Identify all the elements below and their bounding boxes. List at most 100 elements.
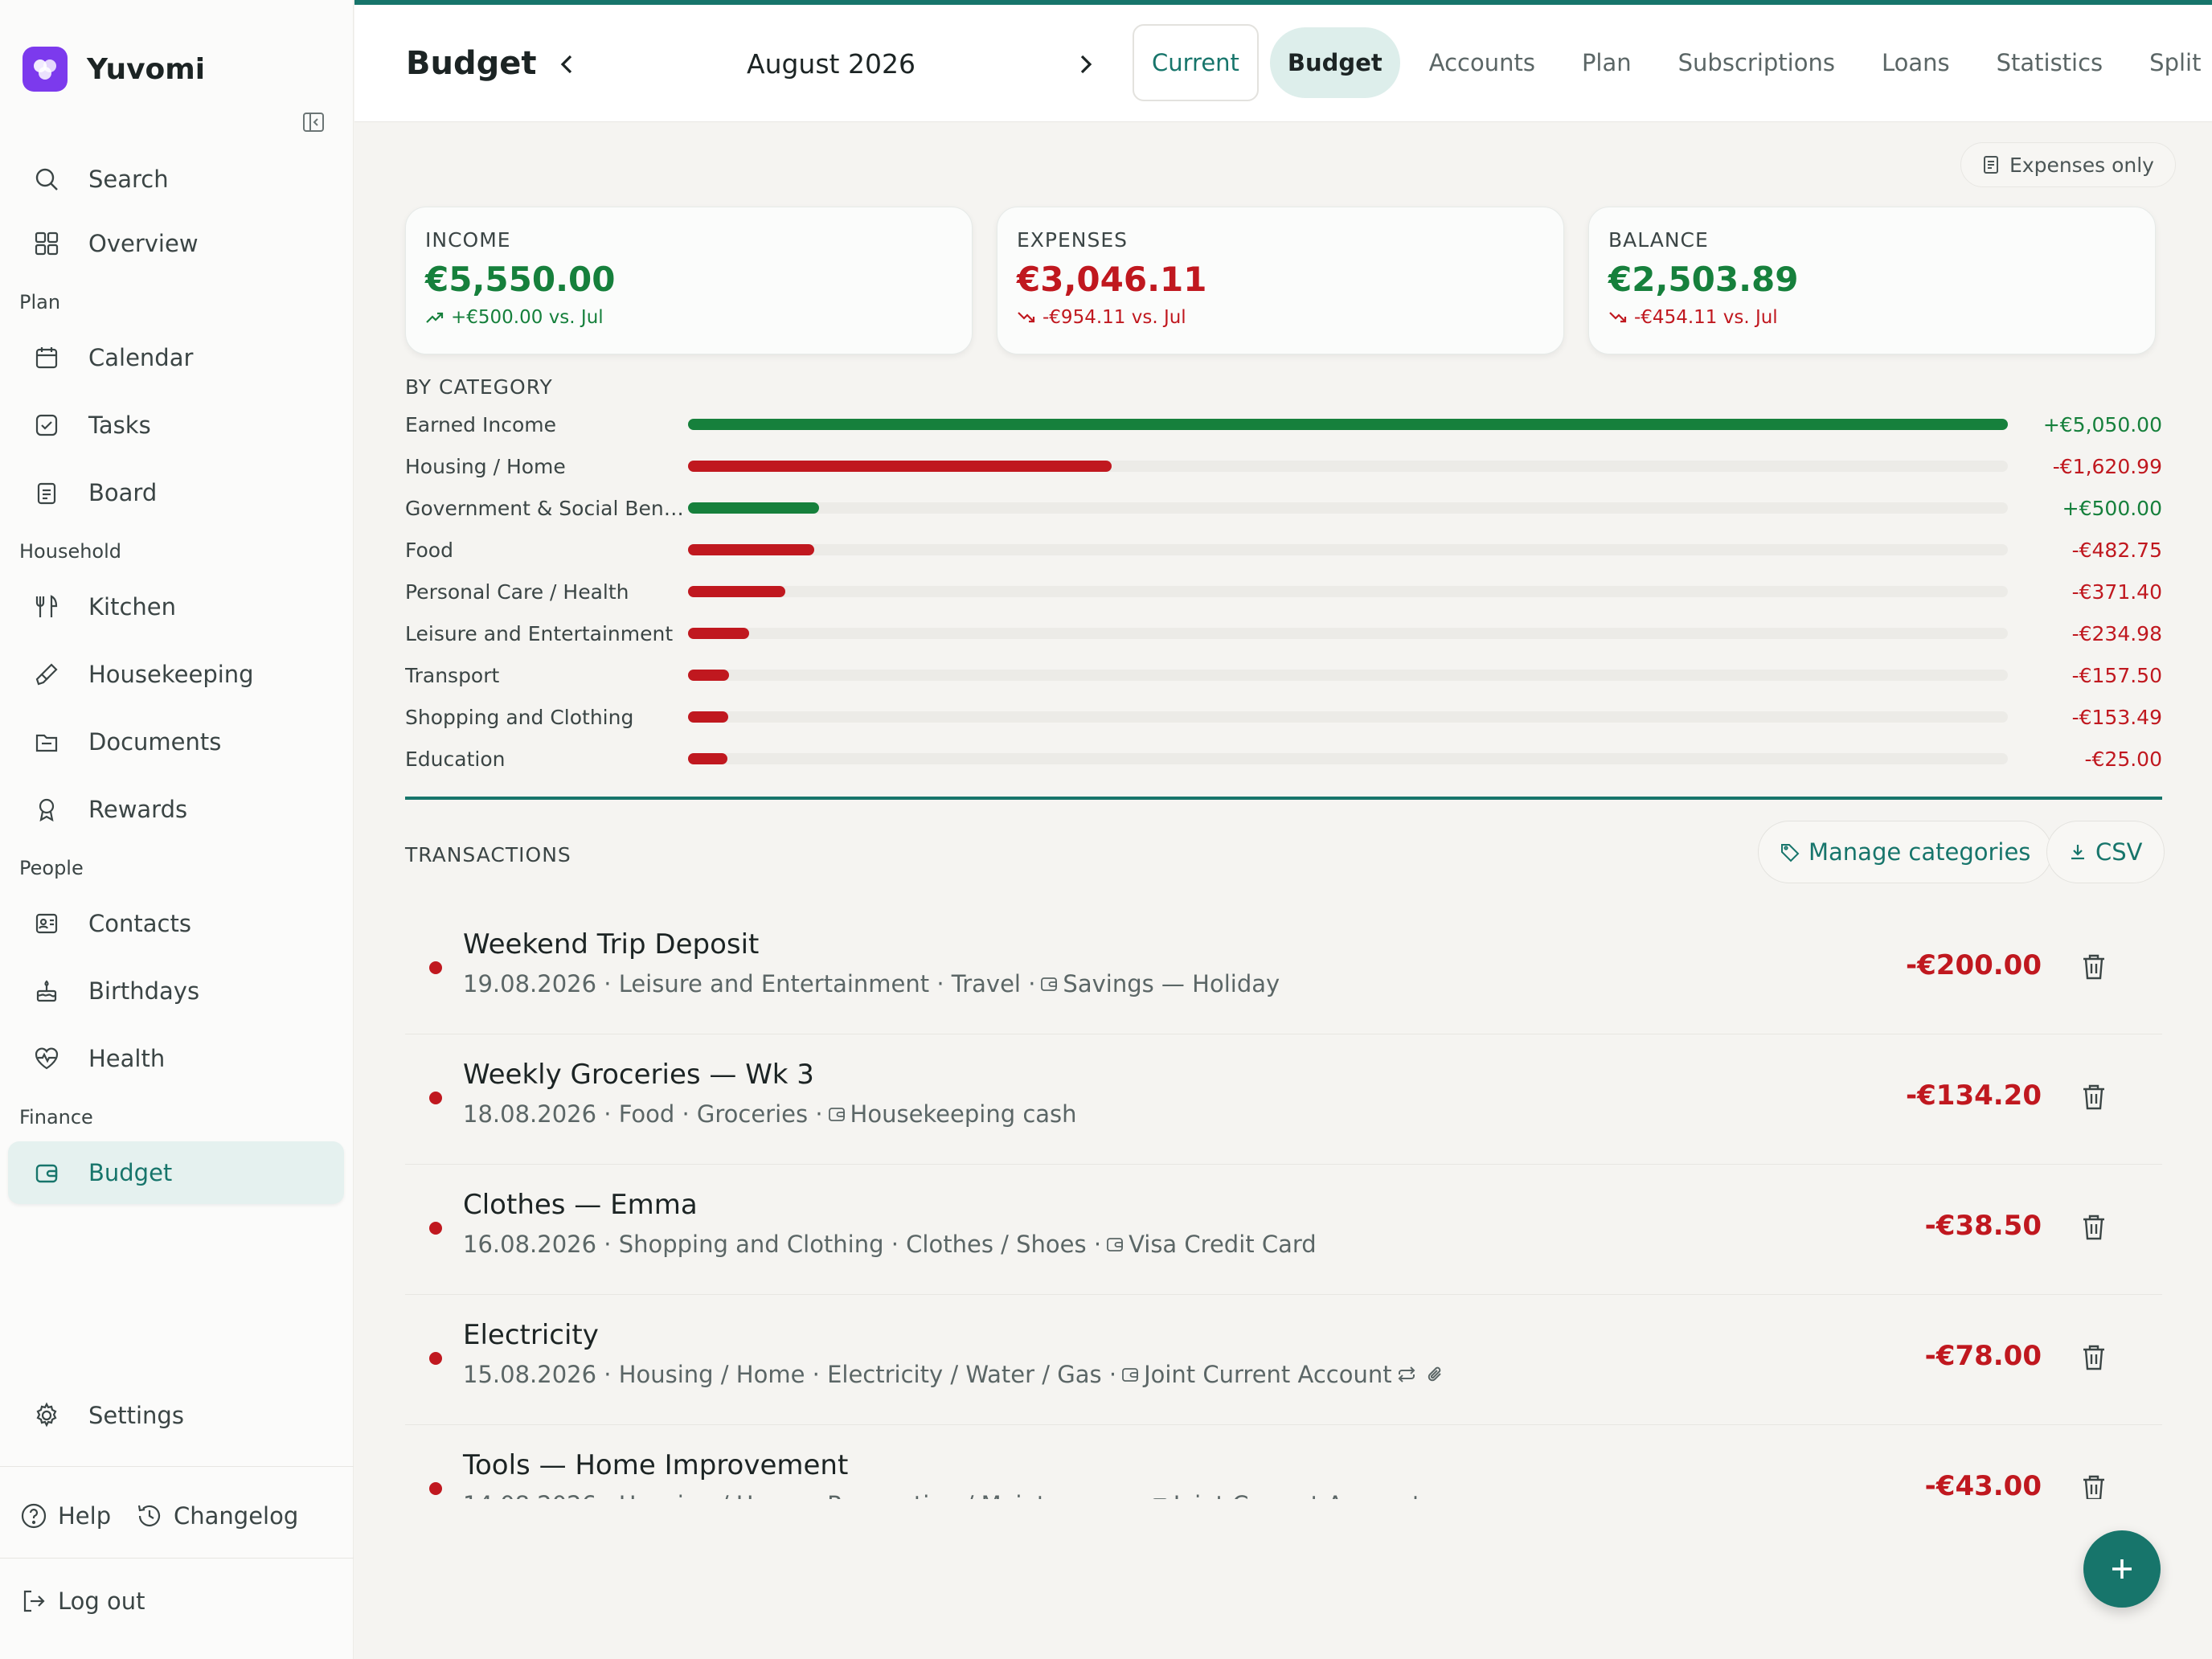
transaction-row[interactable]: Tools — Home Improvement 14.08.2026 · Hou… <box>405 1425 2162 1499</box>
transaction-details: 18.08.2026 · Food · Groceries · <box>463 1100 823 1128</box>
page-title: Budget <box>406 45 537 82</box>
transaction-account: Visa Credit Card <box>1129 1231 1317 1258</box>
csv-label: CSV <box>2095 838 2143 866</box>
balance-value: €2,503.89 <box>1608 260 1799 299</box>
category-bar <box>688 544 814 555</box>
delete-transaction-button[interactable] <box>2080 1473 2112 1499</box>
sidebar-item-board[interactable]: Board <box>8 461 344 524</box>
sidebar-item-kitchen[interactable]: Kitchen <box>8 576 344 638</box>
category-name: Education <box>405 747 506 771</box>
transaction-row[interactable]: Weekend Trip Deposit 19.08.2026 · Leisure… <box>405 904 2162 1034</box>
sidebar-item-contacts[interactable]: Contacts <box>8 892 344 955</box>
category-row: Education -€25.00 <box>405 738 2162 780</box>
sidebar-item-housekeeping[interactable]: Housekeeping <box>8 643 344 706</box>
brand[interactable]: Yuvomi <box>23 47 205 92</box>
sidebar-item-label: Kitchen <box>88 593 176 621</box>
tab-plan[interactable]: Plan <box>1581 49 1632 76</box>
calendar-icon <box>31 342 63 374</box>
sidebar-item-label: Birthdays <box>88 977 200 1005</box>
heart-pulse-icon <box>31 1043 63 1075</box>
prev-month-button[interactable] <box>551 48 583 80</box>
tab-current[interactable]: Current <box>1133 24 1259 101</box>
transaction-title: Clothes — Emma <box>463 1189 698 1221</box>
sidebar-item-budget[interactable]: Budget <box>8 1141 344 1204</box>
sidebar-item-rewards[interactable]: Rewards <box>8 778 344 841</box>
tab-subscriptions[interactable]: Subscriptions <box>1677 49 1835 76</box>
tab-loans[interactable]: Loans <box>1881 49 1950 76</box>
transaction-details: 14.08.2026 · Housing / Home · Renovation… <box>463 1491 1146 1499</box>
sidebar-section-plan: Plan <box>19 291 61 313</box>
trash-icon <box>2080 1475 2108 1499</box>
next-month-button[interactable] <box>1070 48 1102 80</box>
sidebar-divider <box>0 1466 354 1467</box>
category-bar <box>688 628 750 639</box>
sidebar-item-label: Board <box>88 479 158 506</box>
search-icon <box>31 163 63 195</box>
tab-statistics[interactable]: Statistics <box>1996 49 2103 76</box>
category-amount: -€1,620.99 <box>2052 454 2162 478</box>
transaction-title: Weekly Groceries — Wk 3 <box>463 1059 814 1091</box>
app-name: Yuvomi <box>87 52 206 86</box>
utensils-icon <box>31 591 63 623</box>
transaction-meta: 19.08.2026 · Leisure and Entertainment ·… <box>463 970 1280 997</box>
sidebar-item-birthdays[interactable]: Birthdays <box>8 960 344 1022</box>
transaction-details: 16.08.2026 · Shopping and Clothing · Clo… <box>463 1231 1102 1258</box>
expenses-only-toggle[interactable]: Expenses only <box>1960 142 2176 187</box>
transaction-row[interactable]: Clothes — Emma 16.08.2026 · Shopping and … <box>405 1165 2162 1295</box>
sidebar-item-overview[interactable]: Overview <box>8 212 344 275</box>
category-amount: -€234.98 <box>2071 621 2162 645</box>
category-bar-track <box>688 753 2008 764</box>
collapse-sidebar-icon[interactable] <box>301 109 326 135</box>
category-bar-track <box>688 586 2008 597</box>
sidebar-item-calendar[interactable]: Calendar <box>8 326 344 389</box>
transaction-row[interactable]: Weekly Groceries — Wk 3 18.08.2026 · Food… <box>405 1034 2162 1165</box>
sidebar-item-health[interactable]: Health <box>8 1027 344 1090</box>
transaction-title: Tools — Home Improvement <box>463 1449 849 1481</box>
sidebar-item-label: Housekeeping <box>88 661 254 688</box>
expenses-only-label: Expenses only <box>2009 153 2154 177</box>
category-bar <box>688 502 819 514</box>
logout-link[interactable]: Log out <box>18 1585 145 1617</box>
history-icon <box>133 1500 166 1532</box>
category-bar-track <box>688 670 2008 681</box>
category-name: Leisure and Entertainment <box>405 621 674 645</box>
category-bar <box>688 670 730 681</box>
sidebar-item-tasks[interactable]: Tasks <box>8 394 344 457</box>
csv-export-button[interactable]: CSV <box>2046 821 2165 883</box>
manage-categories-button[interactable]: Manage categories <box>1758 821 2053 883</box>
sidebar-item-label: Health <box>88 1045 166 1072</box>
delete-transaction-button[interactable] <box>2080 1343 2112 1375</box>
sidebar-item-settings[interactable]: Settings <box>8 1384 344 1447</box>
transaction-row[interactable]: Electricity 15.08.2026 · Housing / Home ·… <box>405 1295 2162 1425</box>
transaction-meta: 15.08.2026 · Housing / Home · Electricit… <box>463 1361 1448 1388</box>
changelog-link[interactable]: Changelog <box>133 1500 298 1532</box>
sidebar-item-documents[interactable]: Documents <box>8 711 344 773</box>
income-value: €5,550.00 <box>425 260 616 299</box>
sidebar-section-finance: Finance <box>19 1106 93 1129</box>
transaction-details: 15.08.2026 · Housing / Home · Electricit… <box>463 1361 1117 1388</box>
delete-transaction-button[interactable] <box>2080 1213 2112 1245</box>
delete-transaction-button[interactable] <box>2080 952 2112 985</box>
add-transaction-button[interactable] <box>2083 1530 2161 1608</box>
category-amount: -€157.50 <box>2071 663 2162 687</box>
tab-accounts[interactable]: Accounts <box>1428 49 1535 76</box>
category-name: Personal Care / Health <box>405 580 629 604</box>
sidebar-item-search[interactable]: Search <box>8 148 344 211</box>
help-link[interactable]: Help <box>18 1500 111 1532</box>
category-name: Government & Social Benefi... <box>405 496 688 520</box>
sidebar-item-label: Rewards <box>88 796 188 823</box>
tab-split[interactable]: Split <box>2149 49 2202 76</box>
transaction-account: Housekeeping cash <box>850 1100 1077 1128</box>
category-bar <box>688 711 728 723</box>
tab-budget[interactable]: Budget <box>1269 27 1400 98</box>
transactions-title: TRANSACTIONS <box>405 843 571 866</box>
trash-icon <box>2080 954 2108 985</box>
attachment-icon <box>1426 1365 1444 1384</box>
expenses-delta-text: -€954.11 vs. Jul <box>1043 307 1186 328</box>
delete-transaction-button[interactable] <box>2080 1083 2112 1115</box>
wallet-icon <box>1121 1366 1139 1383</box>
chevron-right-icon <box>1080 55 1092 74</box>
category-name: Transport <box>405 663 500 687</box>
balance-card: BALANCE €2,503.89 -€454.11 vs. Jul <box>1588 207 2156 354</box>
transaction-meta: 18.08.2026 · Food · Groceries · Housekeep… <box>463 1100 1077 1128</box>
